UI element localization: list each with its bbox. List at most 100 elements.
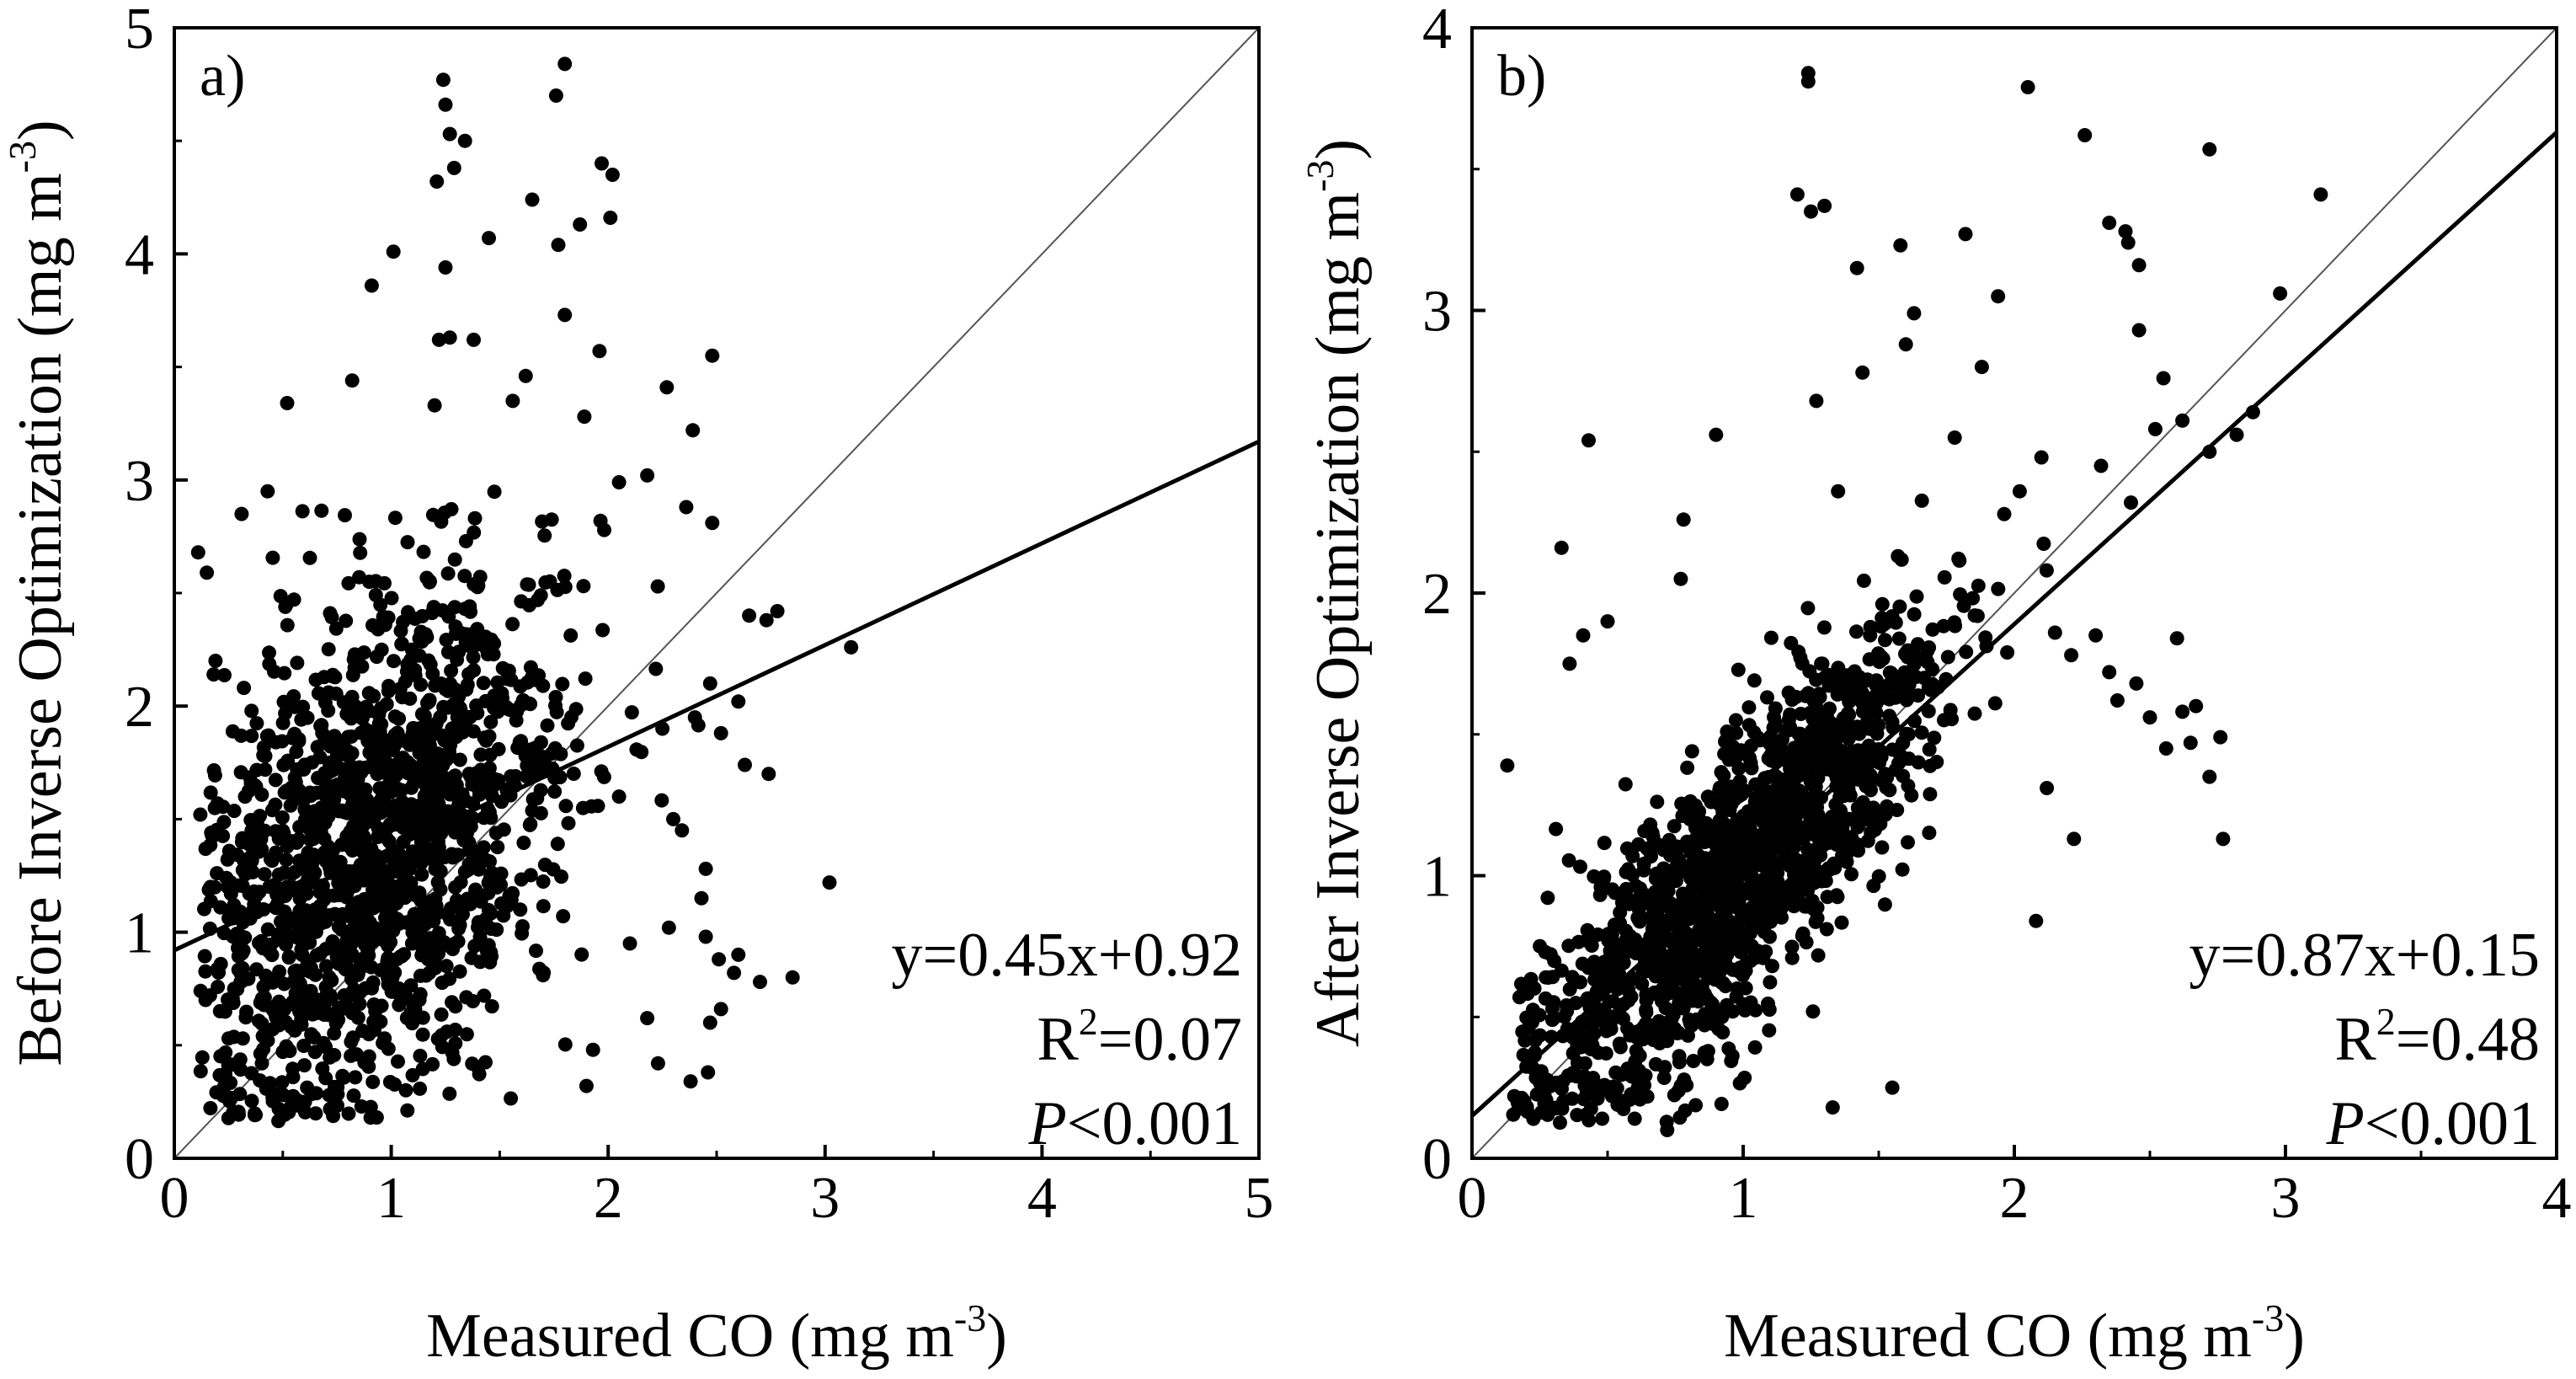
scatter-point bbox=[579, 1078, 594, 1093]
scatter-point bbox=[1773, 734, 1789, 748]
scatter-point bbox=[1864, 825, 1879, 840]
scatter-point bbox=[1673, 571, 1688, 586]
scatter-point bbox=[1868, 688, 1883, 703]
scatter-point bbox=[447, 552, 462, 567]
scatter-point bbox=[1605, 994, 1620, 1009]
scatter-point bbox=[477, 988, 492, 1003]
scatter-point bbox=[195, 1050, 210, 1065]
scatter-point bbox=[1997, 506, 2012, 521]
scatter-point bbox=[206, 667, 221, 682]
scatter-point bbox=[459, 825, 474, 840]
scatter-point bbox=[473, 747, 488, 762]
scatter-point bbox=[234, 506, 249, 521]
scatter-point bbox=[222, 1093, 237, 1109]
scatter-point bbox=[476, 676, 491, 691]
scatter-point bbox=[1587, 1025, 1602, 1040]
scatter-point bbox=[358, 782, 373, 797]
points-group bbox=[190, 56, 859, 1129]
scatter-point bbox=[354, 829, 368, 844]
y-tick-label: 3 bbox=[1422, 280, 1452, 345]
scatter-point bbox=[561, 815, 576, 831]
scatter-point bbox=[1872, 756, 1887, 770]
scatter-point bbox=[280, 617, 295, 633]
scatter-point bbox=[1808, 914, 1823, 929]
scatter-point bbox=[285, 866, 300, 881]
scatter-point bbox=[1729, 919, 1744, 934]
scatter-point bbox=[1556, 1094, 1571, 1109]
scatter-point bbox=[1517, 1033, 1533, 1048]
scatter-point bbox=[551, 238, 566, 253]
scatter-point bbox=[350, 1010, 365, 1025]
scatter-point bbox=[702, 676, 717, 691]
scatter-point bbox=[286, 592, 301, 607]
scatter-point bbox=[381, 834, 397, 849]
scatter-point bbox=[314, 503, 329, 518]
scatter-point bbox=[731, 947, 746, 962]
scatter-point bbox=[365, 724, 380, 740]
scatter-point bbox=[223, 886, 238, 901]
scatter-point bbox=[430, 834, 445, 849]
scatter-point bbox=[401, 605, 415, 620]
scatter-point bbox=[1747, 673, 1762, 688]
scatter-point bbox=[354, 765, 369, 780]
scatter-point bbox=[1613, 1067, 1629, 1082]
scatter-point bbox=[459, 682, 474, 697]
scatter-point bbox=[2039, 563, 2054, 578]
scatter-point bbox=[376, 870, 392, 885]
scatter-point bbox=[318, 942, 333, 956]
scatter-point bbox=[2077, 128, 2093, 142]
scatter-point bbox=[457, 133, 472, 148]
y-tick-label: 3 bbox=[125, 449, 154, 514]
scatter-point bbox=[321, 764, 336, 779]
scatter-point bbox=[232, 927, 247, 942]
scatter-point bbox=[374, 792, 389, 807]
scatter-point bbox=[2156, 371, 2171, 386]
scatter-point bbox=[1680, 858, 1695, 874]
scatter-point bbox=[1677, 1103, 1693, 1118]
scatter-point bbox=[466, 994, 481, 1008]
scatter-point bbox=[563, 628, 579, 643]
scatter-point bbox=[365, 934, 381, 949]
scatter-point bbox=[394, 860, 408, 875]
scatter-point bbox=[1880, 799, 1895, 814]
scatter-point bbox=[514, 594, 529, 609]
scatter-point bbox=[1621, 983, 1636, 998]
scatter-point bbox=[442, 330, 457, 345]
scatter-point bbox=[1953, 587, 1968, 602]
scatter-point bbox=[197, 949, 212, 964]
scatter-point bbox=[357, 1055, 372, 1070]
scatter-point bbox=[518, 368, 533, 383]
scatter-point bbox=[1595, 1013, 1610, 1029]
scatter-point bbox=[247, 896, 262, 911]
scatter-point bbox=[467, 332, 481, 347]
scatter-point bbox=[822, 875, 837, 890]
scatter-point bbox=[481, 938, 496, 953]
scatter-point bbox=[520, 577, 535, 592]
scatter-point bbox=[1683, 889, 1698, 904]
scatter-point bbox=[1991, 581, 2006, 596]
scatter-point bbox=[275, 998, 291, 1013]
scatter-point bbox=[713, 725, 728, 740]
scatter-point bbox=[354, 1099, 369, 1114]
scatter-point bbox=[1618, 777, 1633, 792]
scatter-point bbox=[1967, 706, 1982, 721]
scatter-point bbox=[1907, 607, 1922, 622]
scatter-point bbox=[1674, 796, 1689, 811]
scatter-point bbox=[1760, 827, 1775, 842]
scatter-point bbox=[1817, 198, 1832, 213]
scatter-point bbox=[1699, 854, 1714, 869]
scatter-point bbox=[2142, 710, 2157, 725]
scatter-point bbox=[1748, 909, 1763, 924]
scatter-point bbox=[458, 627, 473, 642]
scatter-point bbox=[1779, 887, 1794, 902]
scatter-point bbox=[2012, 484, 2027, 499]
scatter-point bbox=[481, 875, 496, 890]
scatter-point bbox=[193, 807, 208, 822]
scatter-point bbox=[675, 823, 690, 838]
scatter-point bbox=[1684, 1018, 1699, 1033]
x-tick-label: 0 bbox=[160, 1166, 189, 1231]
scatter-point bbox=[292, 820, 307, 835]
scatter-point bbox=[687, 710, 702, 725]
x-tick-label: 4 bbox=[2542, 1166, 2572, 1231]
scatter-point bbox=[260, 484, 275, 499]
